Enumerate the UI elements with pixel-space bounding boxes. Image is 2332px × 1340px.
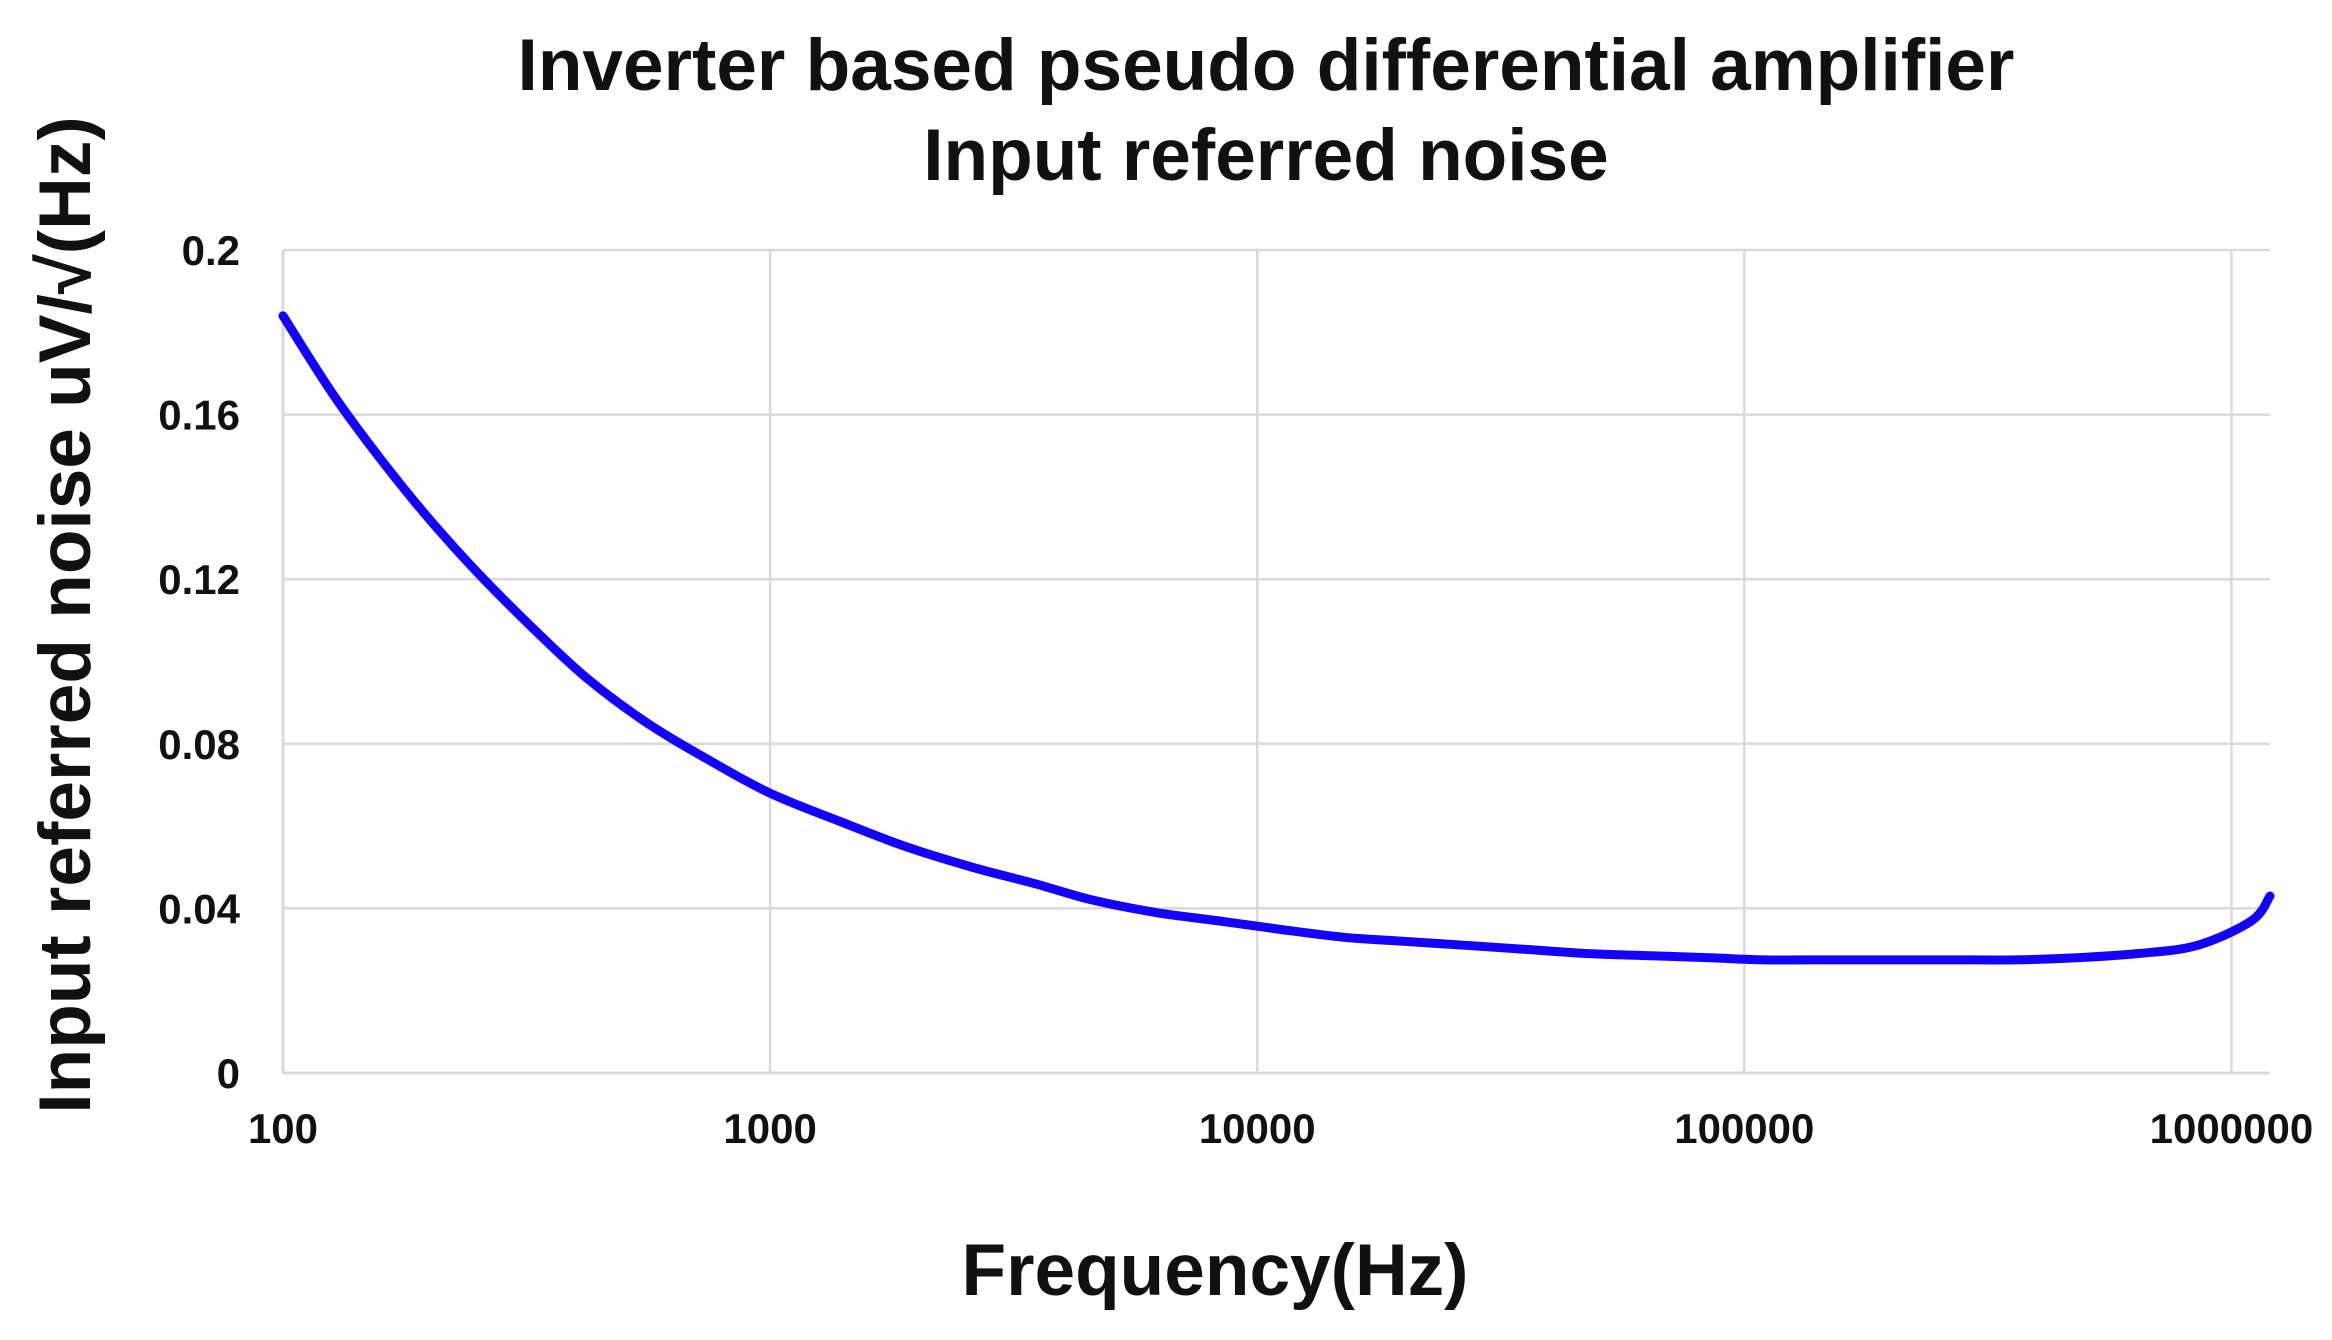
axes [281,250,2270,1075]
y-tick-label: 0.12 [158,556,240,603]
y-tick-label: 0 [217,1050,240,1097]
x-tick-label: 100 [248,1105,318,1152]
y-axis-title: Input referred noise uV/√(Hz) [25,116,106,1113]
noise-series-line [278,311,2275,965]
x-tick-label: 1000000 [2150,1105,2314,1152]
series-layer [278,311,2275,965]
gridlines [281,248,2270,1073]
chart-title: Inverter based pseudo differential ampli… [518,25,2015,106]
y-tick-label: 0.08 [158,721,240,768]
y-tick-label: 0.16 [158,392,240,439]
chart-subtitle: Input referred noise [923,115,1609,196]
y-tick-labels: 0 0.04 0.08 0.12 0.16 0.2 [158,227,240,1097]
x-tick-label: 100000 [1674,1105,1814,1152]
y-tick-label: 0.2 [182,227,240,274]
x-tick-labels: 100 1000 10000 100000 1000000 [248,1105,2313,1152]
x-tick-label: 1000 [723,1105,816,1152]
x-axis-title: Frequency(Hz) [961,1230,1468,1311]
x-tick-label: 10000 [1199,1105,1316,1152]
y-tick-label: 0.04 [158,885,240,932]
